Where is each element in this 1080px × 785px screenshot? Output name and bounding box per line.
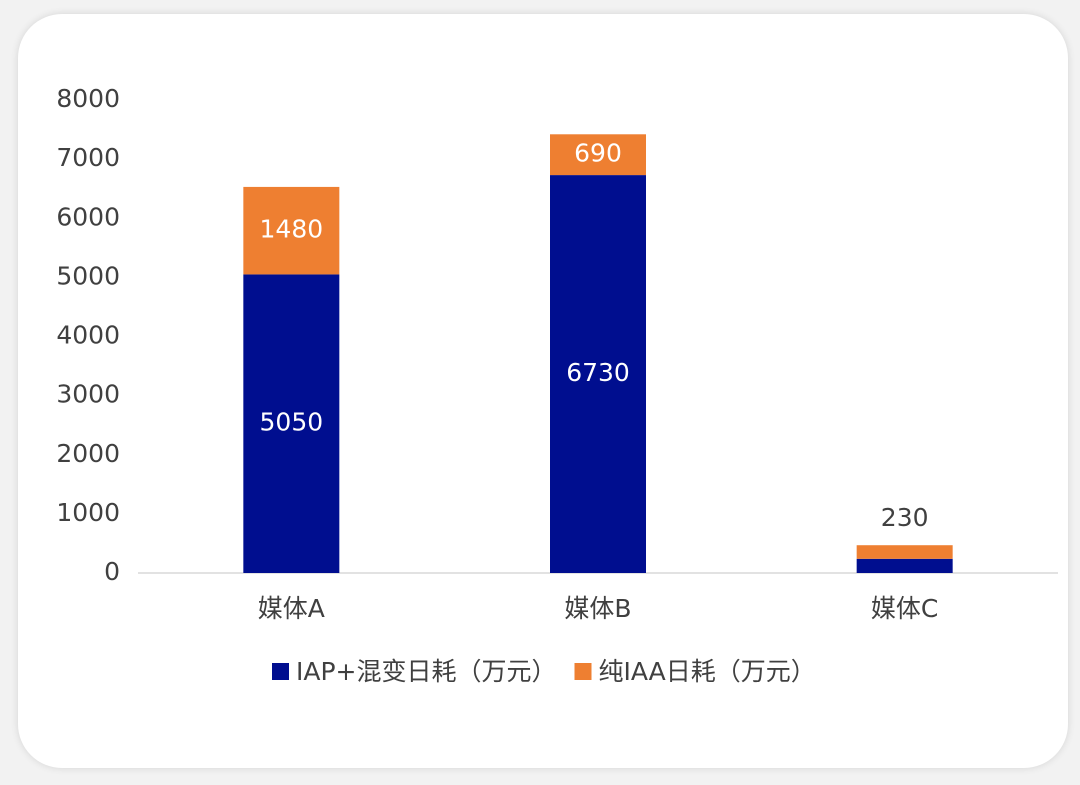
data-label: 5050 [260, 408, 324, 437]
y-tick-label: 8000 [56, 84, 120, 113]
data-label: 1480 [260, 215, 324, 244]
x-tick-label: 媒体A [258, 594, 325, 623]
data-label: 690 [574, 139, 622, 168]
bar-segment [856, 558, 953, 573]
bar-segment [856, 545, 953, 559]
y-tick-label: 3000 [56, 380, 120, 409]
y-tick-label: 5000 [56, 261, 120, 290]
y-tick-label: 4000 [56, 321, 120, 350]
legend-swatch [272, 663, 289, 680]
y-tick-label: 0 [104, 557, 120, 586]
data-label: 230 [881, 503, 929, 532]
bar-segment [243, 186, 340, 275]
y-tick-label: 7000 [56, 143, 120, 172]
bar-segment [550, 175, 646, 573]
legend-swatch [574, 663, 592, 680]
x-tick-label: 媒体B [564, 594, 631, 623]
y-tick-label: 6000 [56, 202, 120, 231]
card [18, 14, 1068, 768]
y-tick-label: 1000 [56, 498, 120, 527]
legend-label: IAP+混变日耗（万元） [296, 657, 557, 686]
legend-label: 纯IAA日耗（万元） [599, 657, 816, 686]
bar-segment [550, 134, 646, 176]
x-tick-label: 媒体C [871, 594, 938, 623]
bar-segment [243, 274, 340, 573]
data-label: 6730 [566, 358, 630, 387]
y-tick-label: 2000 [56, 439, 120, 468]
